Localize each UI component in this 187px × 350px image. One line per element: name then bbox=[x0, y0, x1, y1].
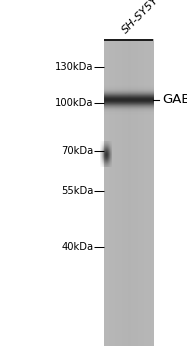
Text: 100kDa: 100kDa bbox=[55, 98, 94, 108]
Text: 70kDa: 70kDa bbox=[61, 146, 94, 155]
Text: GAB1: GAB1 bbox=[162, 93, 187, 106]
Text: SH-SY5Y: SH-SY5Y bbox=[120, 0, 161, 35]
Text: 55kDa: 55kDa bbox=[61, 186, 94, 196]
Text: 130kDa: 130kDa bbox=[55, 62, 94, 71]
Text: 40kDa: 40kDa bbox=[61, 242, 94, 252]
